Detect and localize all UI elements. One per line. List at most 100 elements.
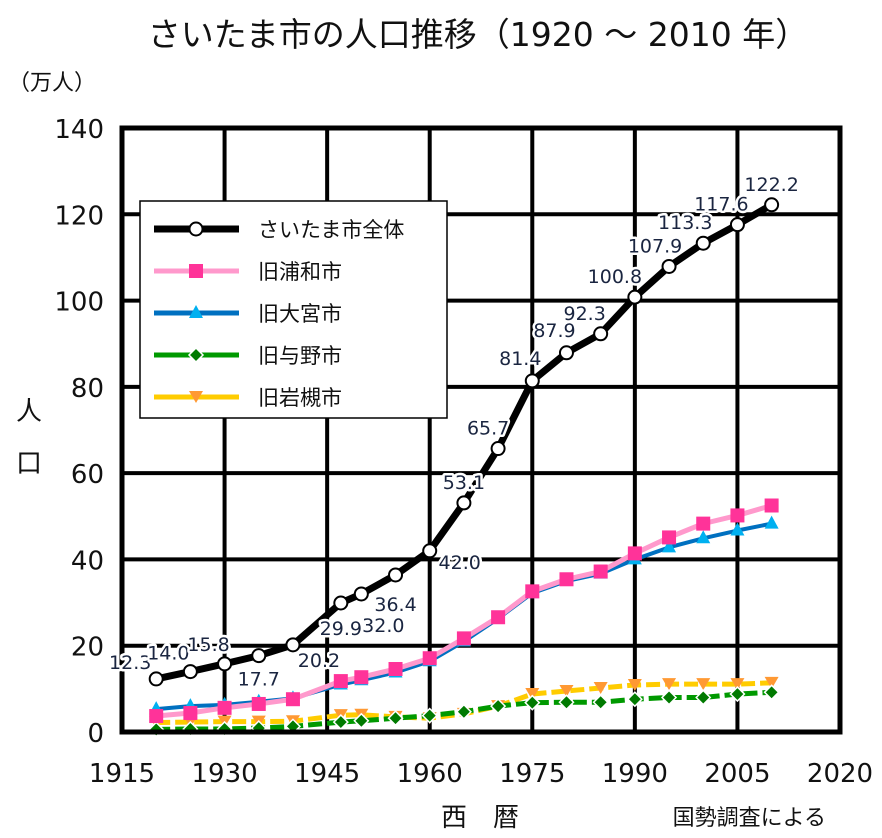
- marker-diamond: [558, 694, 575, 711]
- marker-square: [149, 709, 164, 724]
- y-axis-label-1: 人: [16, 397, 42, 427]
- legend-item-5: 旧岩槻市: [154, 386, 342, 410]
- series-4: [148, 684, 780, 738]
- marker-square: [354, 670, 369, 685]
- marker-circle: [333, 595, 349, 611]
- x-tick-labels: 1915 1930 1945 1960 1975 1990 2005 2020: [89, 759, 873, 789]
- marker-diamond: [626, 691, 643, 708]
- marker-diamond: [353, 712, 370, 729]
- x-tick-label: 1915: [89, 759, 155, 789]
- chart-title: さいたま市の人口推移（1920 ～ 2010 年）: [148, 15, 808, 54]
- y-tick-label: 40: [71, 546, 104, 576]
- plot-frame: [119, 125, 843, 735]
- legend-item-2: 旧浦和市: [154, 260, 342, 284]
- marker-diamond: [695, 689, 712, 706]
- y-tick-label: 20: [71, 633, 104, 663]
- marker-square: [730, 508, 745, 523]
- marker-square: [593, 564, 608, 579]
- marker-triangle-down: [627, 678, 642, 691]
- marker-diamond: [592, 694, 609, 711]
- legend-label: 旧岩槻市: [258, 386, 342, 410]
- marker-circle: [422, 543, 438, 559]
- marker-circle: [729, 217, 745, 233]
- data-label: 81.4: [499, 348, 541, 370]
- y-tick-label: 80: [71, 374, 104, 404]
- series-2: [149, 498, 779, 724]
- marker-diamond: [455, 703, 472, 720]
- marker-circle: [593, 326, 609, 342]
- y-tick-label: 120: [54, 201, 104, 231]
- y-axis-label-2: 口: [16, 449, 42, 479]
- legend-item-1: さいたま市全体: [154, 218, 404, 242]
- marker-square: [696, 516, 711, 531]
- marker-circle: [182, 664, 198, 680]
- marker-circle: [353, 586, 369, 602]
- marker-triangle-down: [189, 391, 203, 403]
- data-label: 15.8: [187, 634, 229, 656]
- marker-triangle-up: [696, 530, 711, 544]
- marker-circle: [661, 258, 677, 274]
- marker-square: [662, 530, 677, 545]
- source-note: 国勢調査による: [673, 806, 826, 831]
- y-unit-label: （万人）: [8, 71, 96, 96]
- marker-circle: [558, 345, 574, 361]
- marker-circle: [490, 441, 506, 457]
- x-tick-label: 1945: [294, 759, 360, 789]
- data-label: 29.9: [320, 618, 362, 640]
- series-group: [148, 197, 780, 738]
- data-label: 32.0: [362, 615, 404, 637]
- marker-diamond: [421, 707, 438, 724]
- marker-square: [217, 700, 232, 715]
- marker-square: [422, 651, 437, 666]
- y-tick-label: 100: [54, 288, 104, 318]
- x-tick-label: 1990: [602, 759, 668, 789]
- marker-square: [388, 662, 403, 677]
- data-label: 87.9: [533, 320, 575, 342]
- y-tick-label: 0: [87, 719, 104, 749]
- marker-circle: [388, 567, 404, 583]
- marker-triangle-down: [662, 678, 677, 691]
- legend-item-4: 旧与野市: [154, 344, 342, 368]
- marker-square: [491, 610, 506, 625]
- marker-triangle-down: [730, 678, 745, 691]
- data-labels: 12.314.015.8 17.7 20.2 29.9 32.036.4 42.0 53.1…: [107, 171, 802, 693]
- marker-triangle-down: [559, 685, 574, 698]
- marker-triangle-down: [525, 688, 540, 701]
- marker-circle: [695, 235, 711, 251]
- data-label: 36.4: [374, 594, 416, 616]
- marker-diamond: [490, 698, 507, 715]
- marker-triangle-up: [189, 305, 203, 318]
- marker-triangle-up: [764, 515, 779, 529]
- x-tick-label: 2020: [807, 759, 873, 789]
- marker-circle: [251, 648, 267, 664]
- marker-triangle-down: [696, 678, 711, 691]
- marker-triangle-up: [730, 522, 745, 536]
- marker-diamond: [187, 346, 205, 364]
- marker-circle: [148, 671, 164, 687]
- marker-square: [333, 674, 348, 689]
- y-tick-label: 140: [54, 115, 104, 145]
- data-label: 53.1: [443, 472, 485, 494]
- marker-square: [189, 264, 203, 278]
- x-tick-label: 1960: [397, 759, 463, 789]
- legend-label: 旧浦和市: [258, 260, 342, 284]
- legend-item-3: 旧大宮市: [154, 302, 342, 326]
- x-axis-label: 西 暦: [441, 803, 519, 833]
- marker-diamond: [729, 685, 746, 703]
- data-label: 107.9: [628, 235, 682, 257]
- data-label: 12.3: [109, 652, 151, 674]
- x-tick-label: 1930: [191, 759, 257, 789]
- data-label: 122.2: [744, 174, 798, 196]
- data-label: 65.7: [467, 418, 509, 440]
- x-tick-label: 1975: [499, 759, 565, 789]
- data-label: 14.0: [147, 643, 189, 665]
- data-label: 20.2: [298, 650, 340, 672]
- marker-diamond: [660, 689, 678, 706]
- marker-square: [183, 706, 198, 721]
- y-tick-label: 60: [71, 460, 104, 490]
- data-label: 100.8: [588, 266, 642, 288]
- marker-triangle-down: [593, 681, 608, 694]
- marker-circle: [627, 289, 643, 305]
